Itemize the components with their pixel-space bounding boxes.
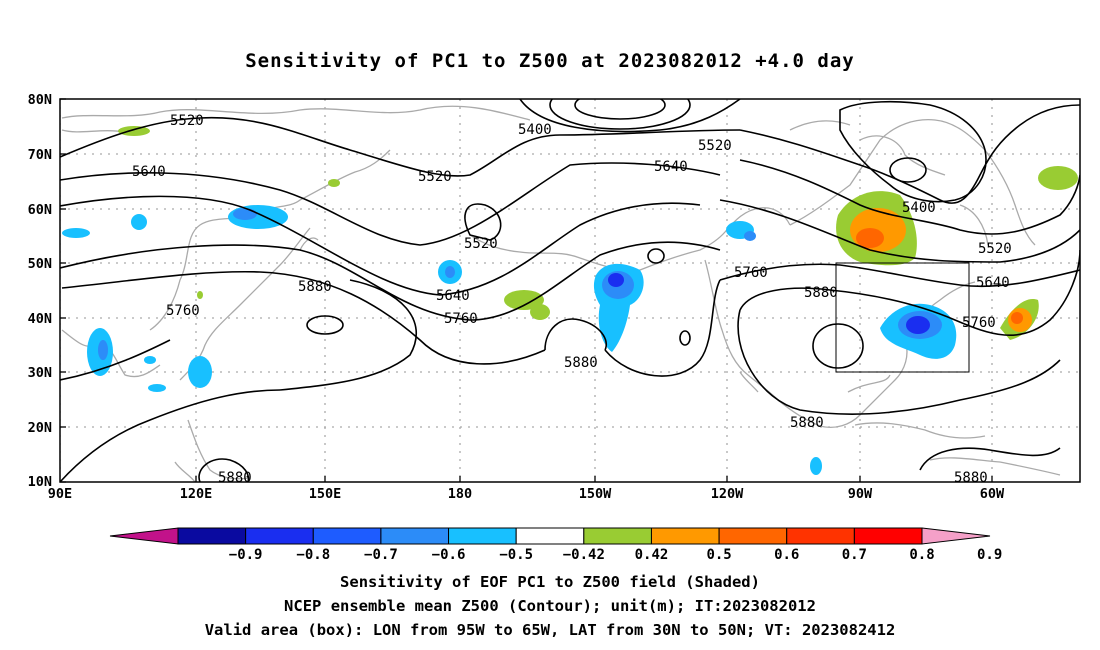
plot-frame — [59, 98, 1081, 483]
x-tick-label: 120W — [711, 486, 744, 502]
shade-pos — [1038, 166, 1078, 190]
shade-pos — [504, 290, 544, 310]
colorbar-label: −0.8 — [296, 547, 330, 563]
colorbar-label: −0.9 — [229, 547, 263, 563]
contour-label: 5880 — [298, 279, 332, 295]
contour-label: 5520 — [698, 138, 732, 154]
contour-label: 5640 — [976, 275, 1010, 291]
colorbar-box — [245, 527, 314, 545]
contour-label: 5880 — [564, 355, 598, 371]
contour-label: 5520 — [978, 241, 1012, 257]
shade-neg — [148, 384, 166, 392]
colorbar-label: 0.7 — [842, 547, 867, 563]
axis-ticks — [60, 98, 993, 483]
colorbar-box — [177, 527, 247, 545]
colorbar-triangle-low — [109, 527, 179, 545]
plot-area: 5520 5400 5520 5640 5520 5640 5520 5640 … — [60, 99, 1080, 486]
gridlines — [60, 99, 1080, 482]
shade-pos — [530, 304, 550, 320]
y-tick-label: 60N — [28, 202, 52, 218]
chart-title: Sensitivity of PC1 to Z500 at 2023082012… — [245, 50, 855, 72]
shade-pos-core — [856, 228, 884, 248]
shade-neg-core — [445, 266, 455, 278]
caption-line-1: Sensitivity of EOF PC1 to Z500 field (Sh… — [340, 573, 760, 591]
colorbar-label: −0.7 — [364, 547, 398, 563]
y-tick-label: 40N — [28, 311, 52, 327]
contour-label: 5400 — [902, 200, 936, 216]
colorbar-label: 0.6 — [774, 547, 799, 563]
shade-pos — [197, 291, 203, 299]
colorbar-triangle-high — [921, 527, 991, 545]
colorbar-label: −0.6 — [432, 547, 466, 563]
shade-neg — [810, 457, 822, 475]
contour-label: 5640 — [654, 159, 688, 175]
colorbar: −0.9 −0.8 −0.7 −0.6 −0.5 −0.42 0.42 0.5 0.6 0.7 0.… — [109, 527, 1002, 563]
shade-neg — [62, 228, 90, 238]
colorbar-box — [650, 527, 720, 545]
y-tick-label: 80N — [28, 92, 52, 108]
shade-neg-core — [608, 273, 624, 287]
shade-neg — [131, 214, 147, 230]
colorbar-label: 0.5 — [706, 547, 731, 563]
y-tick-label: 70N — [28, 147, 52, 163]
x-axis-labels: 90E 120E 150E 180 150W 120W 90W 60W — [48, 486, 1005, 502]
x-tick-label: 150E — [309, 486, 342, 502]
shade-pos-core — [1011, 312, 1023, 324]
colorbar-box — [583, 527, 652, 545]
contour-labels: 5520 5400 5520 5640 5520 5640 5520 5640 … — [132, 113, 1012, 486]
contour-label: 5880 — [218, 470, 252, 486]
colorbar-box — [515, 527, 585, 545]
x-tick-label: 180 — [448, 486, 472, 502]
sensitivity-shading — [62, 126, 1078, 475]
contour-label: 5640 — [436, 288, 470, 304]
contour-label: 5880 — [804, 285, 838, 301]
colorbar-box — [853, 527, 923, 545]
shade-pos — [328, 179, 340, 187]
y-axis-labels: 80N 70N 60N 50N 40N 30N 20N 10N — [28, 92, 52, 490]
contour-label: 5520 — [170, 113, 204, 129]
contour-label: 5760 — [734, 265, 768, 281]
contour-label: 5880 — [790, 415, 824, 431]
shade-neg-core — [744, 231, 756, 241]
y-tick-label: 20N — [28, 420, 52, 436]
contour-label: 5760 — [166, 303, 200, 319]
shade-pos — [118, 126, 150, 136]
colorbar-box — [380, 527, 450, 545]
shade-neg — [144, 356, 156, 364]
y-tick-label: 10N — [28, 474, 52, 490]
x-tick-label: 150W — [579, 486, 612, 502]
colorbar-box — [448, 527, 517, 545]
colorbar-label: 0.42 — [635, 547, 669, 563]
z500-contours — [60, 99, 1080, 482]
y-tick-label: 30N — [28, 365, 52, 381]
colorbar-box — [312, 527, 382, 545]
contour-label: 5640 — [132, 164, 166, 180]
colorbar-box — [786, 527, 855, 545]
x-tick-label: 90W — [848, 486, 873, 502]
y-tick-label: 50N — [28, 256, 52, 272]
caption-line-3: Valid area (box): LON from 95W to 65W, L… — [204, 621, 896, 639]
colorbar-label: 0.8 — [909, 547, 934, 563]
valid-area-box — [835, 262, 970, 373]
contour-label: 5520 — [418, 169, 452, 185]
contour-label: 5880 — [954, 470, 988, 486]
contour-label: 5520 — [464, 236, 498, 252]
shade-neg — [188, 356, 212, 388]
caption-line-2: NCEP ensemble mean Z500 (Contour); unit(… — [284, 597, 816, 615]
colorbar-label: 0.9 — [977, 547, 1002, 563]
colorbar-label: −0.42 — [563, 547, 605, 563]
x-tick-label: 60W — [980, 486, 1005, 502]
colorbar-label: −0.5 — [499, 547, 533, 563]
contour-label: 5760 — [444, 311, 478, 327]
shade-neg-core — [906, 316, 930, 334]
shade-neg-core — [233, 208, 257, 220]
contour-label: 5760 — [962, 315, 996, 331]
x-tick-label: 90E — [48, 486, 72, 502]
contour-label: 5400 — [518, 122, 552, 138]
coastlines — [61, 105, 1061, 482]
x-tick-label: 120E — [180, 486, 213, 502]
colorbar-box — [718, 527, 788, 545]
shade-neg-core — [98, 340, 108, 360]
